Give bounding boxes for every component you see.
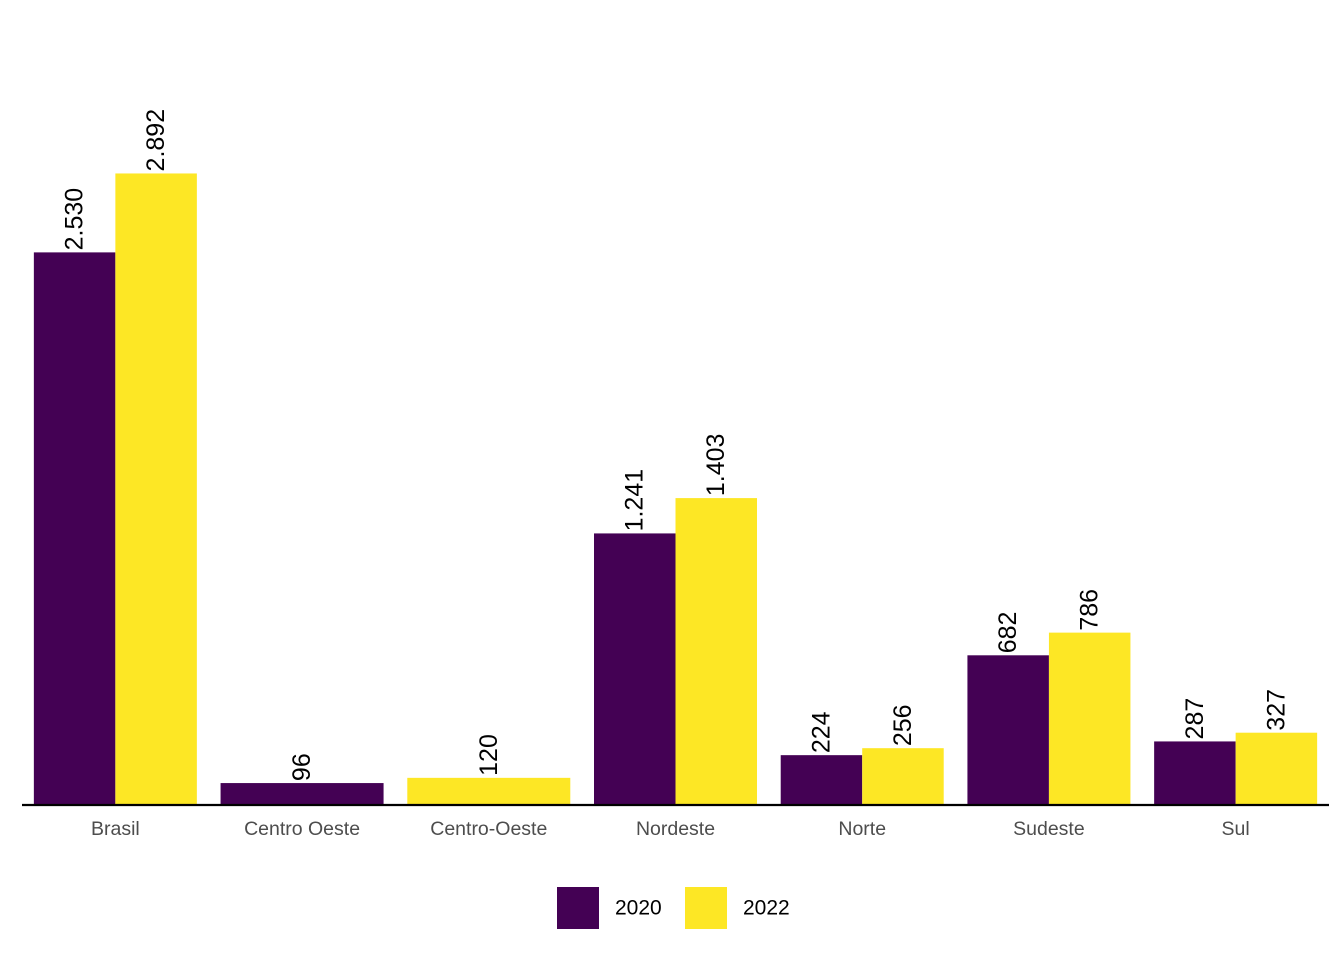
- data-label-norte-2022: 256: [889, 704, 917, 746]
- data-label-nordeste-2022: 1.403: [702, 434, 730, 497]
- x-tick-label-centro-oeste: Centro-Oeste: [430, 818, 547, 840]
- data-label-sul-2020: 287: [1181, 698, 1209, 740]
- data-label-nordeste-2020: 1.241: [621, 469, 649, 532]
- bar-centro-oeste-2020: [220, 783, 384, 804]
- x-tick-label-sudeste: Sudeste: [1013, 818, 1085, 840]
- data-labels-layer: 2.530 2.892 96 120 1.241 1.403 224 256 682 786 287…: [61, 109, 1291, 781]
- bar-brasil-2020: [33, 252, 116, 804]
- data-label-brasil-2020: 2.530: [61, 188, 89, 251]
- data-label-centro-oeste-2022: 120: [475, 734, 503, 776]
- legend-label-2022: 2022: [743, 897, 790, 920]
- x-tick-label-brasil: Brasil: [91, 818, 140, 840]
- bar-sudeste-2022: [1048, 632, 1131, 804]
- data-label-norte-2020: 224: [807, 711, 835, 753]
- data-label-centro-oeste-2020: 96: [288, 753, 316, 781]
- bar-nordeste-2022: [675, 498, 757, 804]
- bars-layer: [33, 173, 1318, 804]
- bar-norte-2022: [862, 748, 944, 804]
- data-label-sudeste-2020: 682: [994, 612, 1022, 654]
- bar-sul-2020: [1154, 741, 1236, 804]
- bar-centro-oeste-2022: [407, 777, 571, 804]
- bar-nordeste-2020: [594, 533, 676, 804]
- x-tick-label-sul: Sul: [1222, 818, 1250, 840]
- x-tick-label-nordeste: Nordeste: [636, 818, 715, 840]
- bar-sul-2022: [1235, 732, 1318, 804]
- bar-sudeste-2020: [967, 655, 1049, 804]
- legend-key-2020: [557, 887, 599, 929]
- legend-key-2022: [685, 887, 727, 929]
- data-label-sul-2022: 327: [1262, 689, 1290, 731]
- x-tick-label-norte: Norte: [838, 818, 886, 840]
- bar-brasil-2022: [115, 173, 197, 804]
- legend: 2020 2022: [557, 887, 790, 929]
- x-tick-label-centro-oeste: Centro Oeste: [244, 818, 360, 840]
- data-label-sudeste-2022: 786: [1076, 589, 1104, 631]
- data-label-brasil-2022: 2.892: [142, 109, 170, 172]
- legend-label-2020: 2020: [615, 897, 662, 920]
- bar-norte-2020: [780, 755, 863, 804]
- x-tick-labels: Brasil Centro Oeste Centro-Oeste Nordeste No…: [91, 818, 1250, 840]
